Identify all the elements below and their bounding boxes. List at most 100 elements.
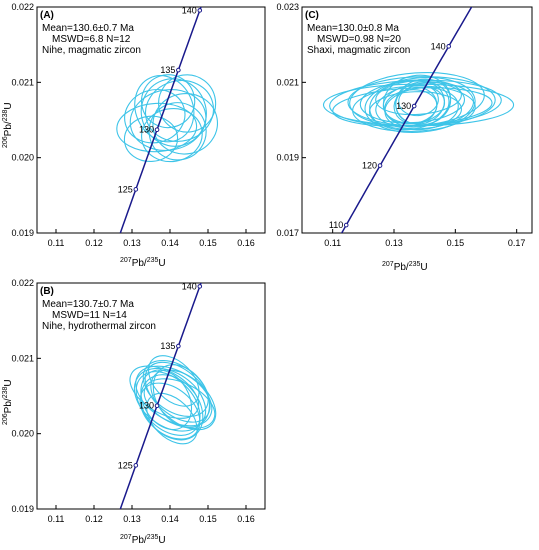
x-tick-label-0.13: 0.13	[123, 238, 141, 248]
concordia-age-label-130: 130	[139, 401, 154, 411]
panel-a-ylabel: 206Pb/238U	[2, 102, 14, 148]
error-ellipse-8	[158, 74, 217, 133]
x-tick-label-0.15: 0.15	[447, 238, 465, 248]
concordia-age-marker-125	[133, 463, 139, 468]
concordia-age-label-125: 125	[118, 184, 133, 194]
error-ellipse-20	[398, 84, 439, 117]
panel-a-xticks: 0.11 0.12 0.13 0.14 0.15 0.16	[48, 229, 255, 248]
x-tick-label-0.14: 0.14	[161, 238, 179, 248]
panel-a-xlabel: 207Pb/235U	[120, 257, 166, 269]
concordia-age-label-140: 140	[182, 281, 197, 291]
concordia-age-label-140: 140	[182, 5, 197, 15]
error-ellipse-10	[143, 378, 216, 429]
error-ellipse-3	[140, 78, 207, 147]
concordia-age-label-130: 130	[396, 101, 411, 111]
panel-c-yticks: 0.017 0.019 0.021 0.023	[276, 2, 306, 238]
concordia-age-marker-110	[343, 222, 349, 228]
panel-c-ellipses	[322, 72, 515, 133]
y-tick-label-0.019: 0.019	[11, 504, 34, 514]
error-ellipse-14	[146, 392, 198, 445]
concordia-age-marker-130	[154, 403, 160, 409]
y-tick-label-0.022: 0.022	[11, 2, 34, 12]
panel-b: 125 130 135 140 0.11 0.12 0.13 0.14 0.15 0.16 0.…	[2, 278, 266, 546]
concordia-age-marker-140	[197, 8, 203, 13]
x-tick-label-0.14: 0.14	[161, 514, 179, 524]
error-ellipse-11	[148, 102, 207, 161]
y-tick-label-0.022: 0.022	[11, 278, 34, 288]
concordia-age-marker-140	[197, 284, 203, 289]
error-ellipse-18	[395, 81, 445, 125]
error-ellipse-19	[393, 86, 438, 125]
panel-c-info-1: Mean=130.0±0.8 Ma	[307, 23, 399, 34]
y-tick-label-0.017: 0.017	[276, 228, 299, 238]
error-ellipse-7	[134, 75, 195, 143]
x-tick-label-0.12: 0.12	[85, 238, 103, 248]
panel-b-label: (B)	[40, 286, 54, 297]
x-tick-label-0.17: 0.17	[508, 238, 526, 248]
error-ellipse-5	[152, 93, 218, 155]
panel-b-info-3: Nihe, hydrothermal zircon	[42, 321, 156, 332]
concordia-age-label-110: 110	[329, 220, 343, 230]
error-ellipse-12	[150, 369, 217, 431]
concordia-age-marker-130	[411, 103, 417, 109]
panel-b-ellipses	[129, 355, 217, 445]
panel-c-info-3: Shaxi, magmatic zircon	[307, 45, 410, 56]
concordia-age-label-125: 125	[118, 460, 133, 470]
y-tick-label-0.019: 0.019	[276, 153, 299, 163]
panel-b-xlabel: 207Pb/235U	[120, 534, 166, 546]
y-tick-label-0.020: 0.020	[11, 153, 34, 163]
concordia-curve	[119, 283, 202, 509]
panel-b-concordia: 125 130 135 140	[118, 281, 203, 509]
panel-a-ellipses	[116, 74, 218, 163]
x-tick-label-0.12: 0.12	[85, 514, 103, 524]
x-tick-label-0.15: 0.15	[199, 514, 217, 524]
y-tick-label-0.021: 0.021	[11, 353, 34, 363]
concordia-age-marker-130	[154, 127, 160, 133]
x-tick-label-0.11: 0.11	[48, 514, 65, 524]
concordia-age-label-120: 120	[362, 161, 377, 171]
panel-c-info-2: MSWD=0.98 N=20	[317, 34, 401, 45]
panel-b-info-1: Mean=130.7±0.7 Ma	[42, 299, 134, 310]
concordia-age-marker-140	[446, 44, 451, 49]
panel-c-xlabel: 207Pb/235U	[382, 261, 428, 273]
concordia-age-marker-135	[176, 67, 181, 73]
panel-c-concordia: 110 120 130 140	[329, 7, 473, 233]
panel-a-info-2: MSWD=6.8 N=12	[52, 34, 131, 45]
x-tick-label-0.16: 0.16	[237, 238, 255, 248]
y-tick-label-0.021: 0.021	[276, 77, 299, 87]
panel-a-frame	[36, 6, 266, 234]
concordia-age-marker-120	[377, 163, 383, 168]
error-ellipse-10	[123, 115, 179, 163]
y-tick-label-0.019: 0.019	[11, 228, 34, 238]
panel-b-ylabel: 206Pb/238U	[2, 379, 14, 425]
concordia-age-label-130: 130	[139, 125, 154, 135]
panel-c-xticks: 0.11 0.13 0.15 0.17	[324, 229, 525, 248]
concordia-curve	[119, 7, 202, 233]
x-tick-label-0.16: 0.16	[237, 514, 255, 524]
panel-c-frame	[301, 6, 533, 234]
panel-a-info-1: Mean=130.6±0.7 Ma	[42, 23, 134, 34]
concordia-age-label-135: 135	[160, 341, 175, 351]
error-ellipse-5	[349, 72, 485, 127]
panel-c: 110 120 130 140 0.11 0.13 0.15 0.17 0.017 0.019…	[276, 2, 533, 273]
concordia-age-marker-135	[176, 343, 181, 349]
error-ellipse-12	[140, 74, 196, 129]
panel-b-xticks: 0.11 0.12 0.13 0.14 0.15 0.16	[48, 505, 255, 524]
panel-c-label: (C)	[305, 10, 319, 21]
error-ellipse-9	[124, 89, 186, 144]
error-ellipse-6	[141, 108, 203, 163]
y-tick-label-0.021: 0.021	[11, 77, 34, 87]
concordia-age-label-140: 140	[431, 41, 446, 51]
y-tick-label-0.020: 0.020	[11, 429, 34, 439]
y-tick-label-0.023: 0.023	[276, 2, 299, 12]
panel-a-info-3: Nihe, magmatic zircon	[42, 45, 141, 56]
concordia-age-label-135: 135	[160, 65, 175, 75]
x-tick-label-0.11: 0.11	[324, 238, 341, 248]
x-tick-label-0.15: 0.15	[199, 238, 217, 248]
panel-b-frame	[36, 282, 266, 510]
x-tick-label-0.13: 0.13	[123, 514, 141, 524]
panel-b-info-2: MSWD=11 N=14	[52, 310, 127, 321]
x-tick-label-0.11: 0.11	[48, 238, 65, 248]
panel-a-concordia: 125 130 135 140	[118, 5, 203, 233]
